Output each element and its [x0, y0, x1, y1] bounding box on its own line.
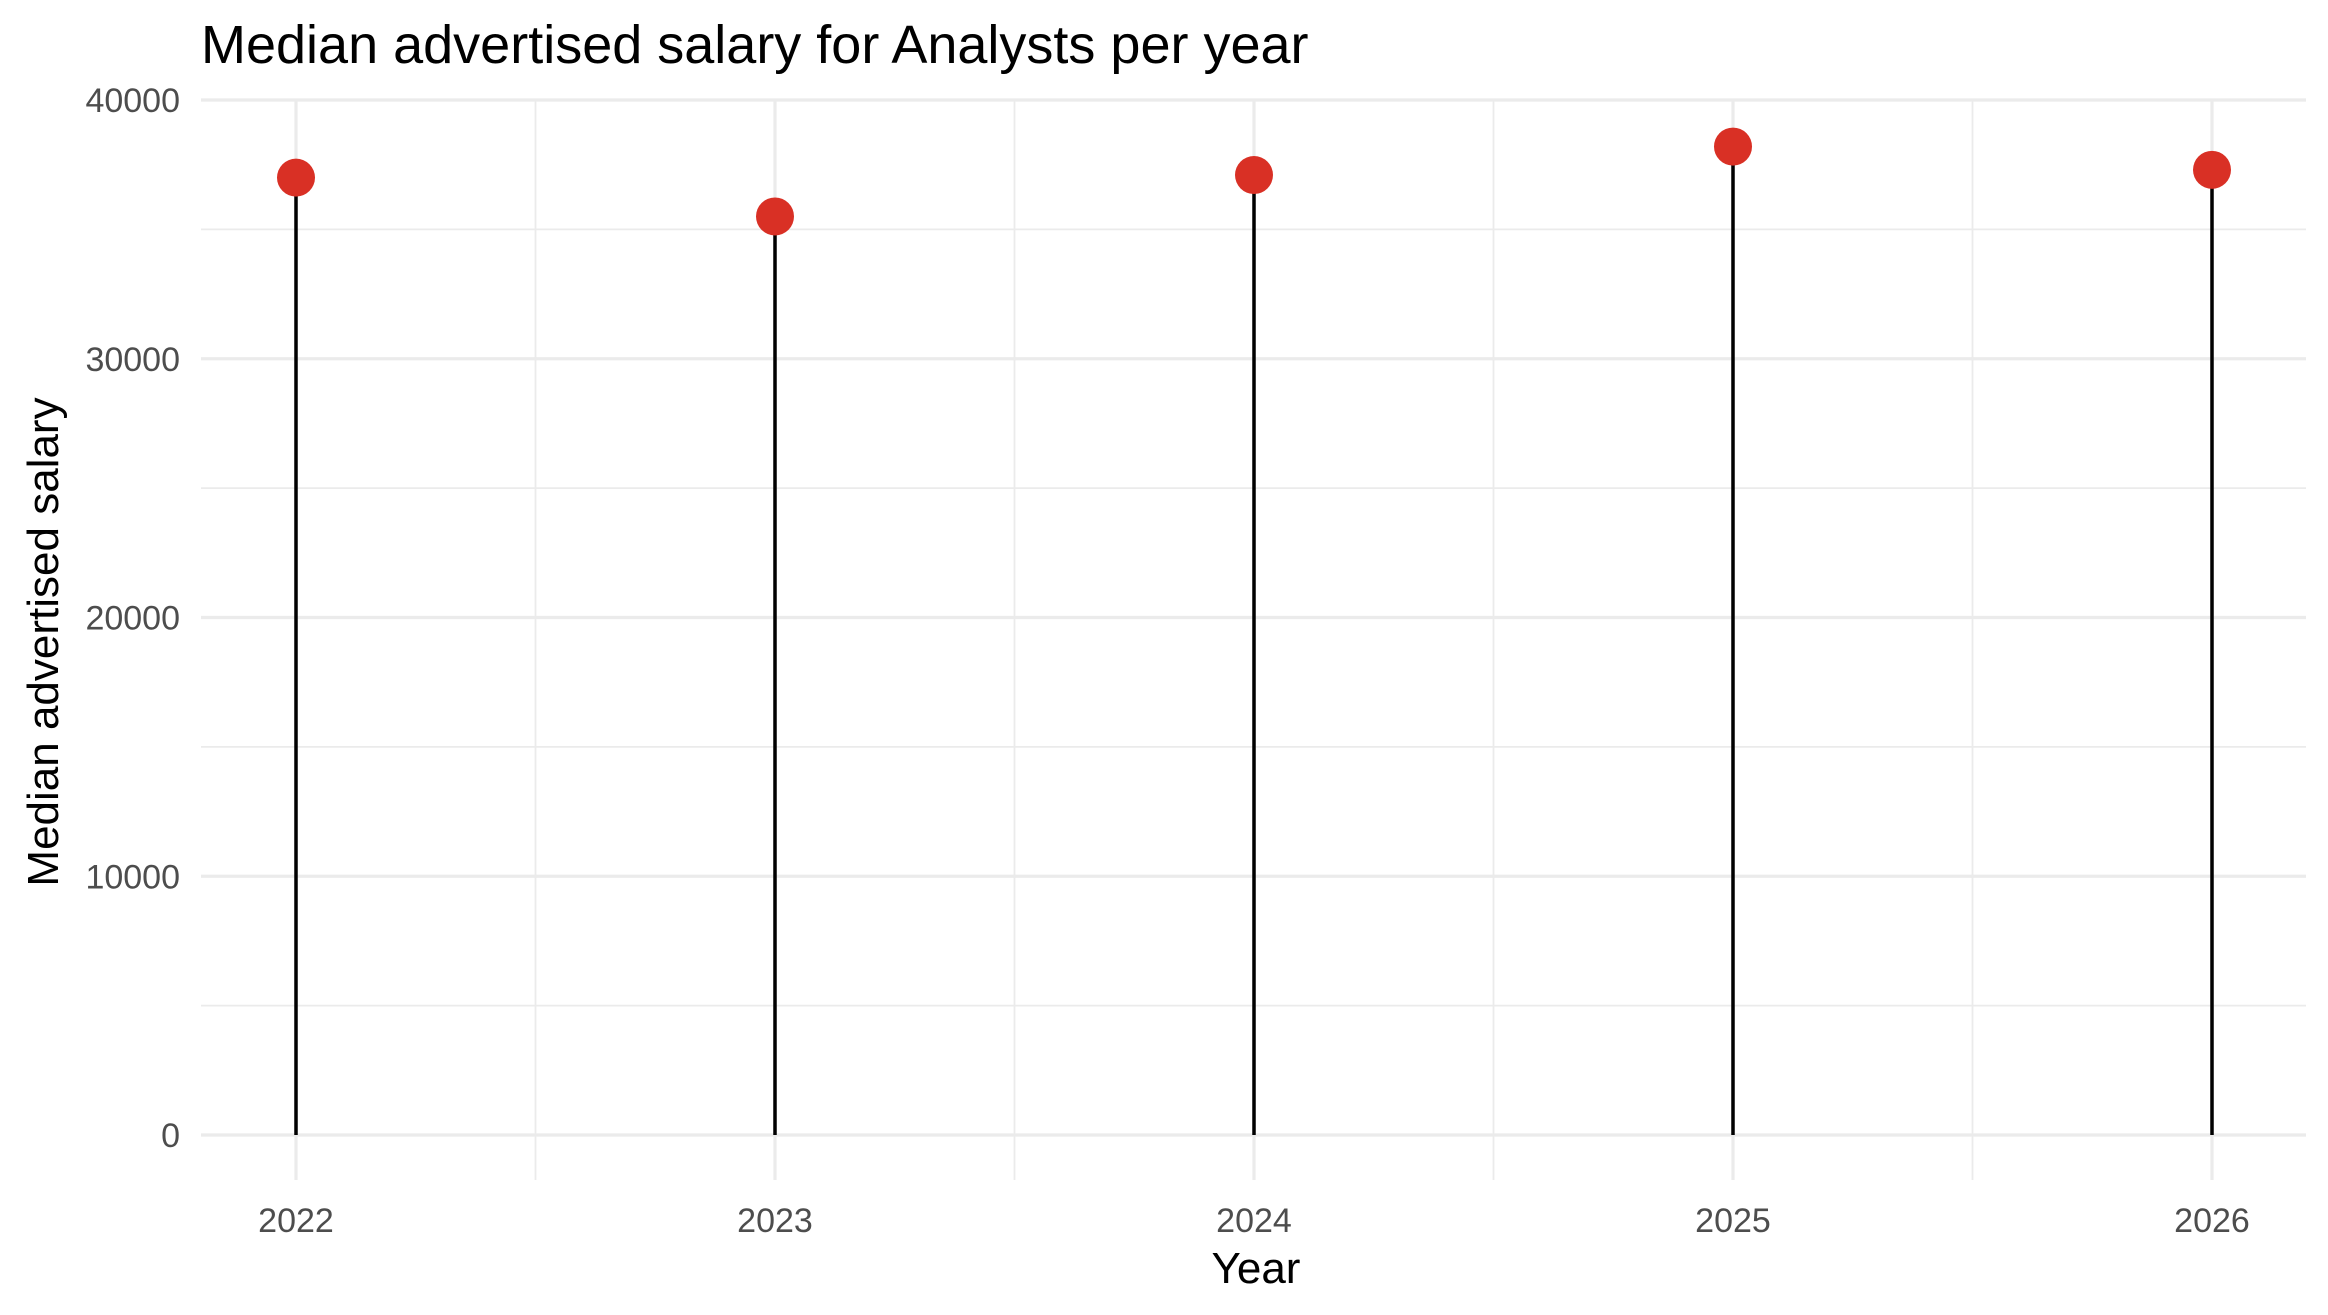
y-tick-label: 30000 [85, 341, 180, 379]
x-tick-label: 2025 [1695, 1202, 1771, 1240]
x-tick-label: 2023 [737, 1202, 813, 1240]
lollipop-point [1235, 156, 1273, 195]
x-tick-label: 2026 [2174, 1202, 2250, 1240]
y-tick-labels: 0 10000 20000 30000 40000 [85, 82, 180, 1155]
chart-title: Median advertised salary for Analysts pe… [201, 15, 1309, 75]
x-tick-label: 2024 [1216, 1202, 1292, 1240]
x-tick-labels: 2022 2023 2024 2025 2026 [258, 1202, 2250, 1240]
x-axis-title: Year [1211, 1244, 1301, 1293]
y-tick-label: 20000 [85, 600, 180, 638]
lollipop-point [756, 197, 794, 236]
lollipop-point [277, 158, 315, 197]
lollipop-point [1714, 127, 1752, 166]
y-tick-label: 0 [161, 1117, 180, 1155]
x-tick-label: 2022 [258, 1202, 334, 1240]
y-tick-label: 40000 [85, 82, 180, 120]
lollipop-points [277, 127, 2231, 236]
y-axis-title: Median advertised salary [19, 397, 68, 887]
lollipop-stems [294, 146, 2214, 1135]
lollipop-point [2193, 150, 2231, 189]
y-tick-label: 10000 [85, 858, 180, 896]
